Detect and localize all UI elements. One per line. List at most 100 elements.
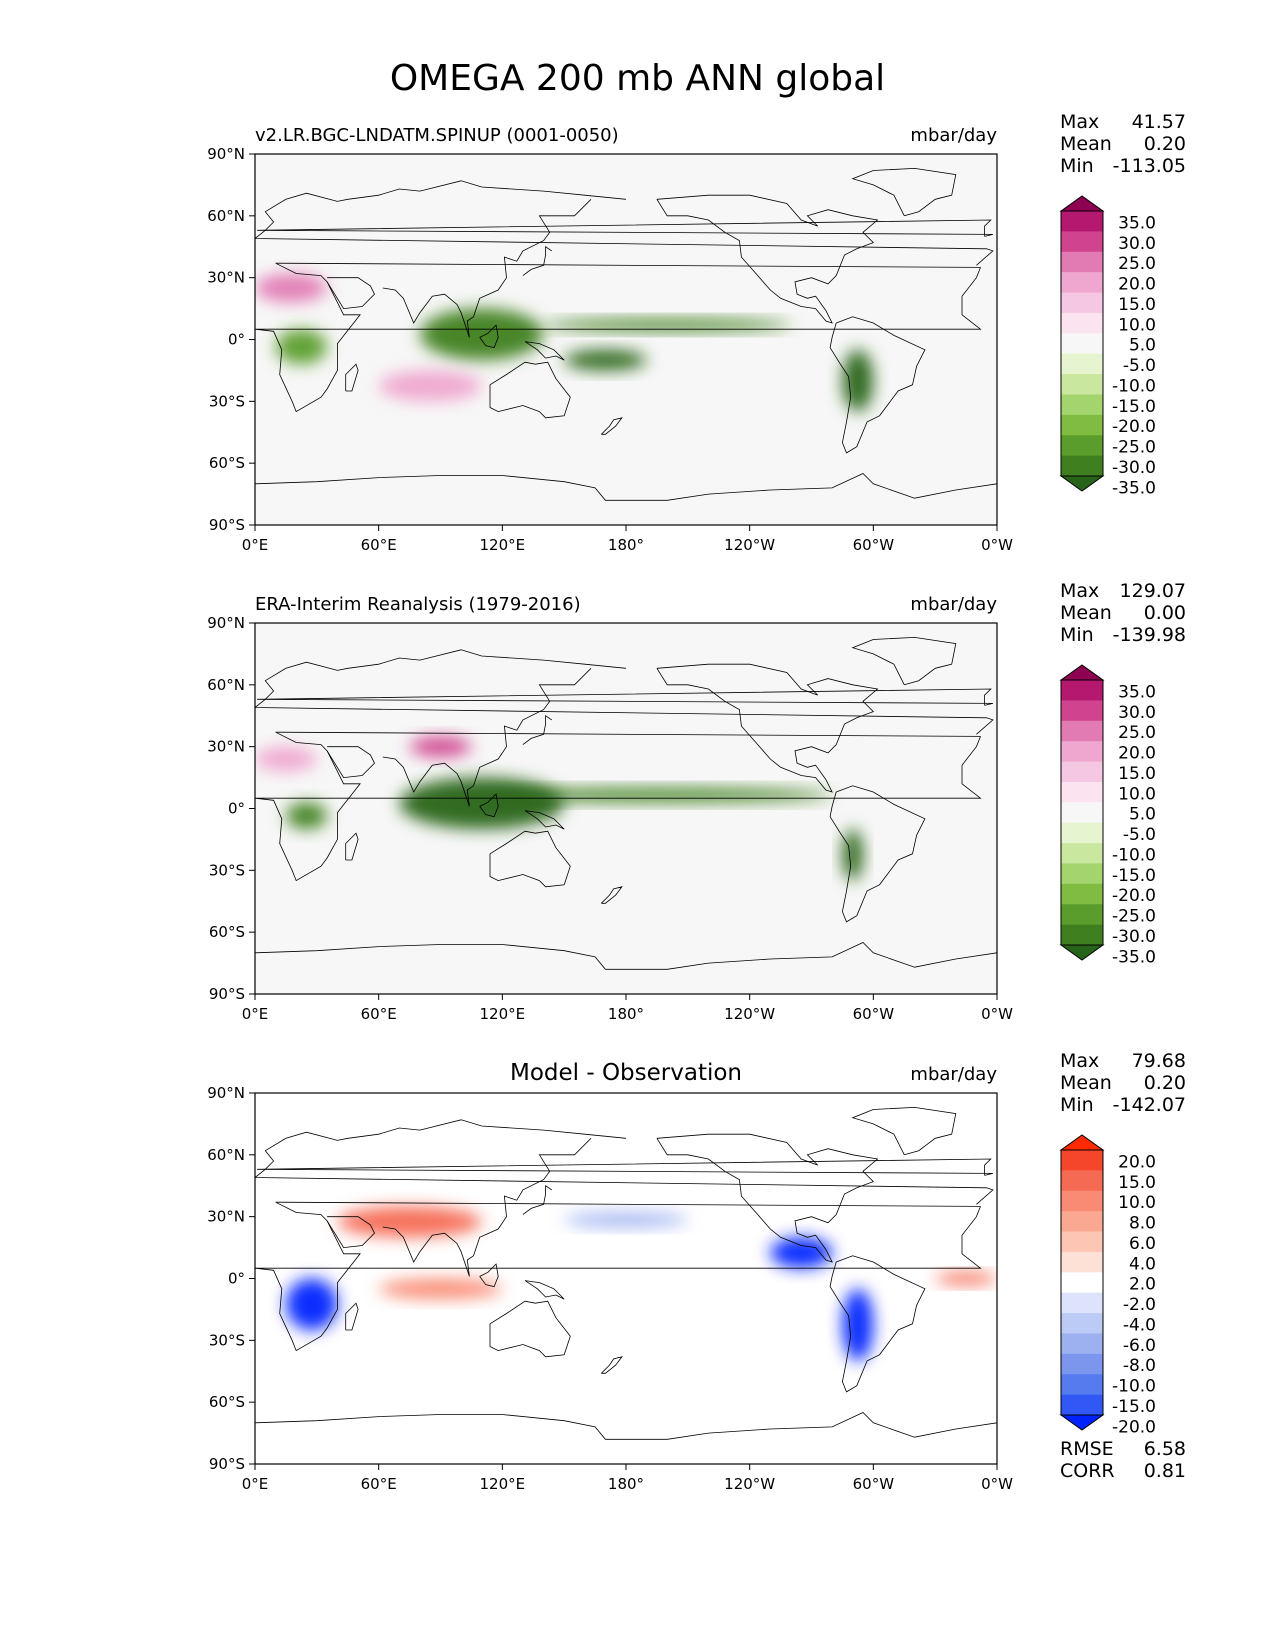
coastline-6 bbox=[829, 1255, 926, 1393]
colorbar-cell bbox=[1061, 1374, 1103, 1396]
metric-label-rmse: RMSE bbox=[1060, 1438, 1114, 1460]
panel-title-center: Model - Observation bbox=[510, 1060, 742, 1086]
field-feature-4 bbox=[275, 329, 328, 365]
colorbar-tick-label: -35.0 bbox=[1112, 947, 1156, 967]
coastline-14 bbox=[601, 417, 623, 435]
coastline-13 bbox=[345, 363, 359, 392]
colorbar-tick-label: -10.0 bbox=[1112, 1377, 1156, 1397]
stat-value-max: 79.68 bbox=[1132, 1050, 1186, 1072]
stat-value-max: 129.07 bbox=[1120, 580, 1186, 602]
colorbar-tick-label: -25.0 bbox=[1112, 438, 1156, 458]
coastline-5 bbox=[656, 1133, 879, 1263]
stat-label-min: Min bbox=[1060, 1094, 1094, 1116]
field-feature-7 bbox=[378, 370, 482, 402]
y-tick-label: 60°N bbox=[207, 676, 245, 694]
coastline-3 bbox=[382, 1138, 592, 1277]
colorbar-cell bbox=[1061, 680, 1103, 701]
field-feature-1 bbox=[481, 787, 833, 803]
field-feature-5 bbox=[935, 1272, 997, 1285]
colorbar-cell bbox=[1061, 843, 1103, 864]
figure-title: OMEGA 200 mb ANN global bbox=[389, 58, 886, 99]
colorbar-cell bbox=[1061, 292, 1103, 314]
colorbar-cell bbox=[1061, 1150, 1103, 1171]
colorbar-cell bbox=[1061, 1170, 1103, 1192]
metric-value-rmse: 6.58 bbox=[1144, 1438, 1186, 1460]
colorbar-tick-label: -30.0 bbox=[1112, 458, 1156, 478]
colorbar-top-extend bbox=[1059, 1134, 1105, 1151]
x-tick-label: 0°E bbox=[242, 1005, 269, 1023]
colorbar-frame bbox=[1060, 679, 1104, 946]
colorbar-cell bbox=[1061, 353, 1103, 375]
panel-units: mbar/day bbox=[910, 1064, 997, 1085]
coastline-6 bbox=[829, 785, 926, 923]
coastline-13 bbox=[345, 1302, 359, 1331]
colorbar-tick-label: 10.0 bbox=[1118, 315, 1156, 335]
y-tick-label: 90°S bbox=[209, 985, 245, 1003]
colorbar-tick-label: -8.0 bbox=[1123, 1356, 1156, 1376]
panel-units: mbar/day bbox=[910, 125, 997, 146]
x-tick-label: 0°E bbox=[242, 1475, 269, 1493]
coastline-6 bbox=[829, 316, 926, 454]
coastline-5 bbox=[656, 663, 879, 793]
colorbar-tick-label: 15.0 bbox=[1118, 764, 1156, 784]
map-background bbox=[255, 1093, 997, 1464]
x-tick-label: 60°W bbox=[853, 1475, 895, 1493]
field-feature-5 bbox=[842, 349, 874, 412]
colorbar-tick-label: 35.0 bbox=[1118, 213, 1156, 233]
colorbar-tick-label: -6.0 bbox=[1123, 1336, 1156, 1356]
x-tick-label: 60°E bbox=[361, 1005, 397, 1023]
colorbar-cell bbox=[1061, 231, 1103, 253]
colorbar: 20.015.010.08.06.04.02.0-2.0-4.0-6.0-8.0… bbox=[1059, 1134, 1156, 1437]
coastlines bbox=[255, 636, 997, 970]
colorbar-tick-label: 10.0 bbox=[1118, 784, 1156, 804]
colorbar-tick-label: 20.0 bbox=[1118, 1152, 1156, 1172]
colorbar-bottom-extend bbox=[1059, 475, 1105, 492]
stat-label-max: Max bbox=[1060, 111, 1099, 133]
field-feature-3 bbox=[285, 802, 328, 830]
field-feature-6 bbox=[378, 1278, 503, 1300]
colorbar-cell bbox=[1061, 924, 1103, 946]
colorbar-cell bbox=[1061, 435, 1103, 457]
coastline-15 bbox=[257, 219, 993, 237]
colorbar-cell bbox=[1061, 802, 1103, 824]
metric-label-corr: CORR bbox=[1060, 1460, 1115, 1482]
colorbar-cell bbox=[1061, 312, 1103, 334]
field-feature-6 bbox=[255, 273, 328, 303]
y-tick-label: 30°S bbox=[209, 861, 245, 879]
colorbar-tick-label: -15.0 bbox=[1112, 866, 1156, 886]
colorbar-tick-label: -25.0 bbox=[1112, 907, 1156, 927]
y-tick-label: 60°S bbox=[209, 454, 245, 472]
x-tick-label: 0°W bbox=[981, 1005, 1013, 1023]
coastline-1 bbox=[255, 1201, 982, 1352]
panel-units: mbar/day bbox=[910, 594, 997, 615]
colorbar-cell bbox=[1061, 251, 1103, 273]
coastline-10 bbox=[522, 1185, 553, 1215]
colorbar-tick-label: 25.0 bbox=[1118, 254, 1156, 274]
field-feature-4 bbox=[842, 1288, 874, 1361]
coastline-9 bbox=[255, 473, 997, 501]
colorbar-frame bbox=[1060, 210, 1104, 477]
colorbar-cell bbox=[1061, 211, 1103, 232]
y-tick-label: 30°N bbox=[207, 1208, 245, 1226]
colorbar-frame bbox=[1060, 1149, 1104, 1416]
field-feature-2 bbox=[285, 1278, 338, 1331]
field-feature-6 bbox=[255, 746, 317, 772]
colorbar-cell bbox=[1061, 414, 1103, 436]
colorbar-tick-label: 4.0 bbox=[1129, 1254, 1156, 1274]
map-panel-3: 0°E 60°E 120°E 180° 120°W 60°W 0°W 90°N 60°N 30°N… bbox=[207, 1050, 1186, 1493]
x-tick-label: 120°W bbox=[724, 536, 775, 554]
coastline-9 bbox=[255, 942, 997, 970]
coastline-10 bbox=[522, 715, 553, 745]
colorbar: 35.030.025.020.015.010.05.0-5.0-10.0-15.… bbox=[1059, 195, 1156, 498]
colorbar-cell bbox=[1061, 904, 1103, 926]
colorbar-tick-label: -20.0 bbox=[1112, 1417, 1156, 1437]
y-tick-label: 90°S bbox=[209, 1455, 245, 1473]
stat-value-min: -142.07 bbox=[1113, 1094, 1186, 1116]
y-tick-label: 90°N bbox=[207, 614, 245, 632]
coastline-4 bbox=[489, 830, 571, 888]
field-layer bbox=[285, 1206, 997, 1361]
colorbar-cell bbox=[1061, 741, 1103, 763]
field-feature-3 bbox=[419, 308, 544, 361]
coastline-10 bbox=[522, 246, 553, 276]
colorbar-tick-label: 20.0 bbox=[1118, 744, 1156, 764]
